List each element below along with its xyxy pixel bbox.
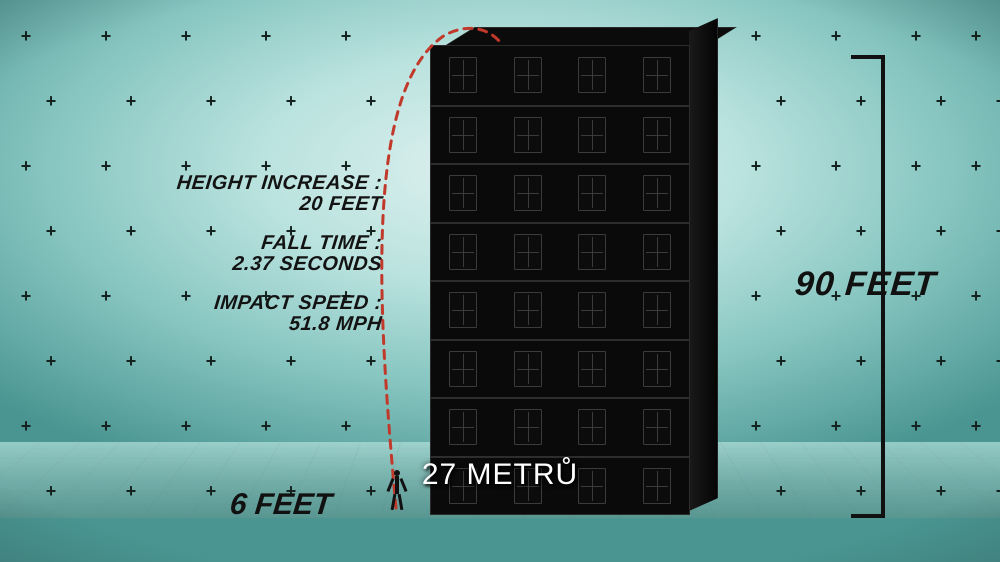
stage: ++++++++++++++++++++++++++++++++++++++++… [0,0,1000,562]
vignette-overlay [0,0,1000,562]
